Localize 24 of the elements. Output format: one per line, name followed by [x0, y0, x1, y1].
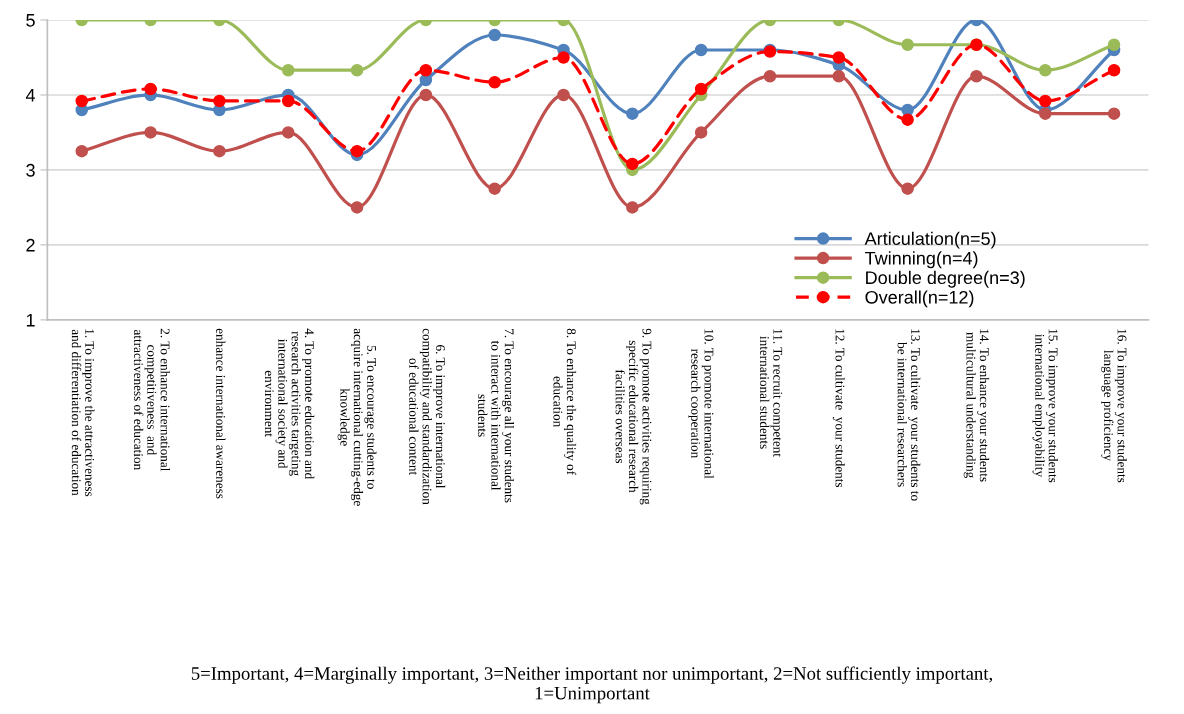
- legend-label: Articulation(n=5): [864, 231, 996, 249]
- x-tick-label: 2. To enhance international competitiveness and attractiveness of education: [133, 328, 170, 472]
- x-tick-label: 15. To improve your students international employability: [1032, 329, 1058, 483]
- x-tick-label: 5. To encourage students to acquire international cutting-edge knowledge: [337, 328, 377, 506]
- x-tick-label: 1. To improve the attractiveness and differentiation of education: [71, 329, 95, 497]
- x-tick-label: 16. To improve your students language proficiency: [1101, 329, 1127, 483]
- y-tick-label: 5: [26, 14, 35, 27]
- x-tick-label: 14. To enhance your students multicultural understanding: [963, 329, 990, 482]
- x-tick-label: 4. To promote education and research activities targeting international society and environment: [264, 328, 315, 479]
- legend-label: Overall(n=12): [865, 290, 974, 308]
- x-tick-label: enhance international awareness: [216, 328, 226, 499]
- text: 5=Important, 4=Marginally important, 3=Neither important nor unimportant, 2=Not sufficiently important, 1=Unimportant: [191, 666, 993, 704]
- legend-label: Twinning(n=4): [865, 251, 978, 269]
- x-tick-label: 9. To promote activities requiring specific educational research facilities overseas: [615, 328, 652, 505]
- x-tick-label: 8. To enhance the quality of education: [553, 328, 577, 476]
- x-tick-label: 12. To cultivate your students: [832, 329, 845, 488]
- x-tick-label: 13. To cultivate your students to be international researchers: [897, 329, 921, 501]
- legend-label: Double degree(n=3): [866, 270, 1025, 288]
- x-tick-label: 11. To recruit competent international students: [760, 329, 783, 457]
- y-tick-label: 3: [26, 163, 35, 177]
- y-tick-label: 1: [26, 313, 35, 327]
- y-tick-label: 2: [26, 238, 35, 252]
- x-tick-label: 7. To encourage all your students to interact with international students: [478, 329, 515, 503]
- y-tick-label: 4: [25, 89, 36, 102]
